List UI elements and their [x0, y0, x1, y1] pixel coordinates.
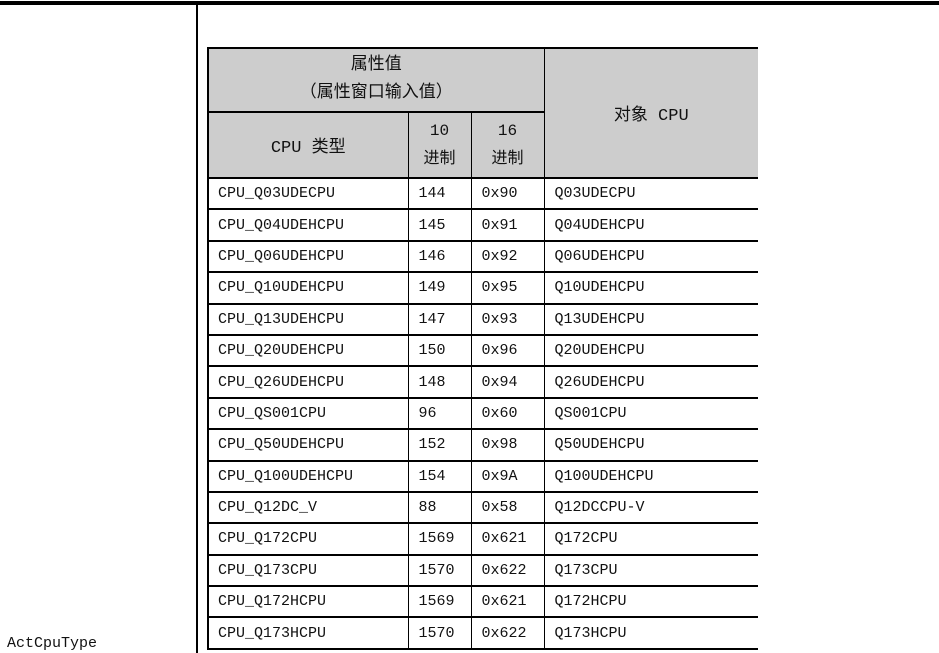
cell-target-cpu: Q26UDEHCPU	[544, 366, 758, 399]
cell-decimal: 154	[408, 460, 472, 493]
cell-cpu-type: CPU_Q06UDEHCPU	[208, 240, 409, 274]
cell-decimal: 1569	[408, 523, 472, 556]
cell-hex: 0x93	[471, 303, 545, 336]
cell-decimal: 152	[408, 429, 472, 462]
attr-value-header: 属性值 （属性窗口输入值）	[208, 48, 545, 113]
cell-target-cpu: Q100UDEHCPU	[544, 460, 758, 493]
cell-hex: 0x90	[471, 178, 545, 211]
cell-decimal: 1570	[408, 617, 472, 650]
column-divider-line	[196, 5, 198, 653]
cell-cpu-type: CPU_Q173CPU	[208, 554, 409, 588]
cell-decimal: 1569	[408, 586, 472, 619]
table-row: CPU_Q173HCPU 1570 0x622 Q173HCPU	[208, 617, 758, 650]
cell-decimal: 148	[408, 366, 472, 399]
cell-target-cpu: Q12DCCPU-V	[544, 491, 758, 525]
cell-hex: 0x96	[471, 334, 545, 368]
table-row: CPU_QS001CPU 96 0x60 QS001CPU	[208, 397, 758, 431]
cell-cpu-type: CPU_Q13UDEHCPU	[208, 303, 409, 336]
cell-hex: 0x622	[471, 617, 545, 650]
decimal-header-unit: 进制	[423, 150, 456, 168]
cell-decimal: 88	[408, 491, 472, 525]
table-row: CPU_Q26UDEHCPU 148 0x94 Q26UDEHCPU	[208, 366, 758, 399]
cell-target-cpu: Q172CPU	[544, 523, 758, 556]
property-name-label: ActCpuType	[7, 635, 98, 652]
cell-decimal: 145	[408, 209, 472, 242]
hex-header: 16 进制	[471, 112, 545, 179]
cell-target-cpu: Q13UDEHCPU	[544, 303, 758, 336]
cell-decimal: 146	[408, 240, 472, 274]
cell-hex: 0x622	[471, 554, 545, 588]
cell-hex: 0x9A	[471, 460, 545, 493]
cell-cpu-type: CPU_QS001CPU	[208, 397, 409, 431]
cell-cpu-type: CPU_Q173HCPU	[208, 617, 409, 650]
hex-header-unit: 进制	[491, 150, 524, 168]
table-body: CPU_Q03UDECPU 144 0x90 Q03UDECPU CPU_Q04…	[208, 178, 758, 650]
table-row: CPU_Q04UDEHCPU 145 0x91 Q04UDEHCPU	[208, 209, 758, 242]
table-row: CPU_Q10UDEHCPU 149 0x95 Q10UDEHCPU	[208, 272, 758, 305]
cell-cpu-type: CPU_Q20UDEHCPU	[208, 334, 409, 368]
cell-target-cpu: Q173CPU	[544, 554, 758, 588]
cell-cpu-type: CPU_Q50UDEHCPU	[208, 429, 409, 462]
cell-hex: 0x92	[471, 240, 545, 274]
table-row: CPU_Q12DC_V 88 0x58 Q12DCCPU-V	[208, 491, 758, 525]
cell-target-cpu: Q04UDEHCPU	[544, 209, 758, 242]
attr-value-title: 属性值	[350, 56, 402, 75]
table-row: CPU_Q03UDECPU 144 0x90 Q03UDECPU	[208, 178, 758, 211]
cell-hex: 0x58	[471, 491, 545, 525]
table-row: CPU_Q172HCPU 1569 0x621 Q172HCPU	[208, 586, 758, 619]
hex-header-number: 16	[497, 122, 518, 140]
table-row: CPU_Q100UDEHCPU 154 0x9A Q100UDEHCPU	[208, 460, 758, 493]
cell-hex: 0x98	[471, 429, 545, 462]
cell-decimal: 96	[408, 397, 472, 431]
cell-target-cpu: Q172HCPU	[544, 586, 758, 619]
cell-target-cpu: Q03UDECPU	[544, 178, 758, 211]
target-cpu-header: 对象 CPU	[544, 48, 758, 179]
cell-target-cpu: QS001CPU	[544, 397, 758, 431]
cell-cpu-type: CPU_Q172HCPU	[208, 586, 409, 619]
cell-cpu-type: CPU_Q172CPU	[208, 523, 409, 556]
decimal-header: 10 进制	[408, 112, 472, 179]
decimal-header-number: 10	[429, 122, 450, 140]
cell-hex: 0x621	[471, 523, 545, 556]
cell-cpu-type: CPU_Q03UDECPU	[208, 178, 409, 211]
cell-cpu-type: CPU_Q12DC_V	[208, 491, 409, 525]
cell-decimal: 147	[408, 303, 472, 336]
table-row: CPU_Q06UDEHCPU 146 0x92 Q06UDEHCPU	[208, 240, 758, 274]
cell-hex: 0x621	[471, 586, 545, 619]
table-row: CPU_Q173CPU 1570 0x622 Q173CPU	[208, 554, 758, 588]
cell-hex: 0x91	[471, 209, 545, 242]
cell-target-cpu: Q50UDEHCPU	[544, 429, 758, 462]
cell-decimal: 149	[408, 272, 472, 305]
cpu-type-header: CPU 类型	[208, 112, 409, 179]
table-row: CPU_Q50UDEHCPU 152 0x98 Q50UDEHCPU	[208, 429, 758, 462]
cell-target-cpu: Q10UDEHCPU	[544, 272, 758, 305]
cell-hex: 0x94	[471, 366, 545, 399]
cpu-type-table: 属性值 （属性窗口输入值） 对象 CPU CPU 类型 10 进制 16 进制 …	[207, 47, 758, 650]
cell-target-cpu: Q20UDEHCPU	[544, 334, 758, 368]
cell-target-cpu: Q173HCPU	[544, 617, 758, 650]
cell-cpu-type: CPU_Q100UDEHCPU	[208, 460, 409, 493]
cell-cpu-type: CPU_Q04UDEHCPU	[208, 209, 409, 242]
cell-target-cpu: Q06UDEHCPU	[544, 240, 758, 274]
table-row: CPU_Q13UDEHCPU 147 0x93 Q13UDEHCPU	[208, 303, 758, 336]
table-row: CPU_Q20UDEHCPU 150 0x96 Q20UDEHCPU	[208, 334, 758, 368]
table-row: CPU_Q172CPU 1569 0x621 Q172CPU	[208, 523, 758, 556]
cell-hex: 0x95	[471, 272, 545, 305]
cell-decimal: 150	[408, 334, 472, 368]
attr-value-subtitle: （属性窗口输入值）	[299, 84, 453, 103]
cell-cpu-type: CPU_Q26UDEHCPU	[208, 366, 409, 399]
cell-hex: 0x60	[471, 397, 545, 431]
cell-decimal: 144	[408, 178, 472, 211]
cell-decimal: 1570	[408, 554, 472, 588]
cell-cpu-type: CPU_Q10UDEHCPU	[208, 272, 409, 305]
page-top-border	[0, 1, 939, 5]
